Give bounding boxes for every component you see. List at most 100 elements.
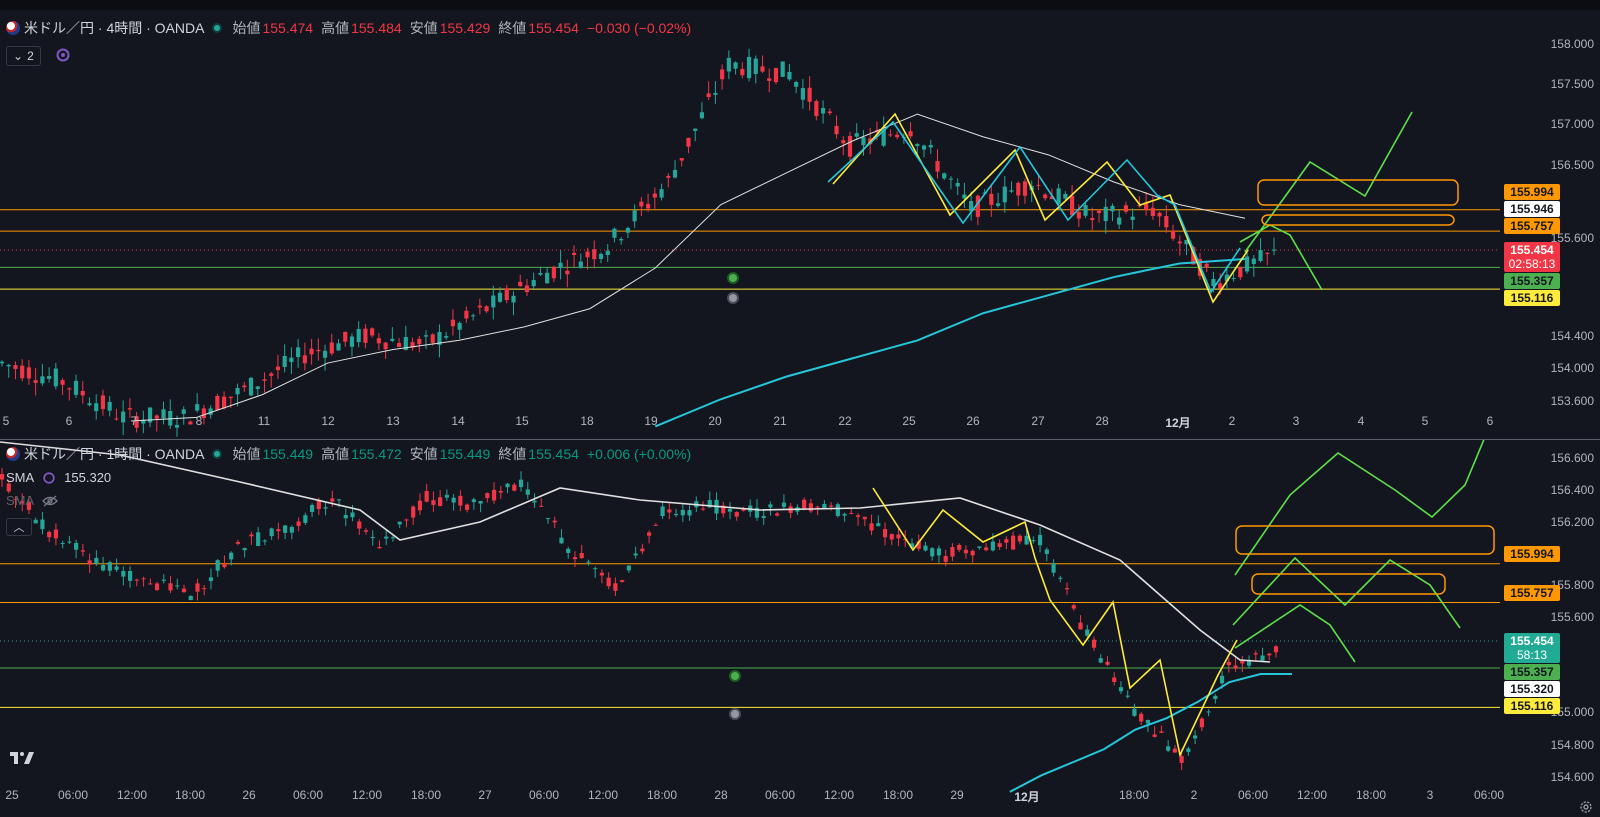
candle-body <box>775 513 780 516</box>
candle-body <box>518 281 523 287</box>
candle-body <box>67 541 72 543</box>
gear-icon[interactable] <box>1578 799 1594 815</box>
candle-body <box>282 355 287 367</box>
candle-body <box>1219 675 1225 684</box>
candle-body <box>80 390 85 396</box>
price-axis-4h[interactable]: 158.000 157.500 157.000 156.500 155.600 … <box>1506 10 1600 440</box>
usdjpy-flag-icon <box>6 447 20 461</box>
sync-icon[interactable] <box>42 471 56 485</box>
candle-body <box>741 508 746 511</box>
chart-canvas-1h[interactable] <box>0 440 1600 817</box>
clock-icon[interactable] <box>729 708 741 720</box>
sync-icon[interactable] <box>55 47 71 63</box>
candle-body <box>13 365 18 370</box>
price-axis-1h[interactable]: 156.600 156.400 156.200 155.800 155.600 … <box>1506 440 1600 817</box>
x-tick: 14 <box>451 414 465 428</box>
indicator-row-sma-2[interactable]: SMA <box>6 493 59 508</box>
time-axis-1h[interactable]: 25 06:00 12:00 18:00 26 06:00 12:00 18:00 27 06:0… <box>0 788 1504 808</box>
indicator-row-sma-1[interactable]: SMA 155.320 <box>6 470 111 485</box>
symbol-title[interactable]: 米ドル／円 · 1時間 · OANDA <box>24 446 205 462</box>
close-label: 終値 <box>498 20 527 36</box>
candle-body <box>114 566 119 570</box>
candle-body <box>276 529 281 532</box>
candle-body <box>188 421 193 425</box>
candle-body <box>349 336 355 347</box>
candle-body <box>94 557 99 564</box>
candle-body <box>1002 186 1007 203</box>
candle-body <box>329 342 334 354</box>
candle-body <box>1110 205 1115 212</box>
window-top-strip <box>0 0 1600 10</box>
candle-body <box>195 583 200 592</box>
candle-body <box>855 515 861 517</box>
time-axis-4h[interactable]: 5 6 7 8 11 12 13 14 15 18 19 20 21 22 25 26 27 28 12月 2 3 4 5 6 <box>0 414 1500 434</box>
candle-body <box>1199 718 1204 728</box>
candle-body <box>390 338 395 341</box>
candle-body <box>593 568 598 570</box>
candle-body <box>963 549 969 554</box>
candle-body <box>1273 646 1279 653</box>
candle-body <box>215 395 220 411</box>
candle-body <box>1016 182 1021 196</box>
candle-body <box>680 509 685 516</box>
candle-body <box>653 524 658 526</box>
candle-body <box>545 272 550 284</box>
candle-body <box>1271 249 1277 251</box>
y-tick: 154.000 <box>1550 361 1594 375</box>
candle-body <box>700 508 706 510</box>
candle-body <box>1204 263 1209 268</box>
chevron-down-icon: ⌄ <box>13 49 24 63</box>
candle-body <box>458 495 463 506</box>
candle-body <box>195 404 200 411</box>
open-value: 155.474 <box>262 20 314 36</box>
eye-hidden-icon[interactable] <box>42 495 59 507</box>
candle-body <box>882 529 888 538</box>
projection-green <box>1232 556 1461 629</box>
alert-icon[interactable] <box>729 670 741 682</box>
candle-body <box>989 193 994 205</box>
candle-body <box>599 572 605 576</box>
candle-body <box>903 539 908 541</box>
candle-body <box>1233 665 1238 669</box>
x-tick: 22 <box>838 414 852 428</box>
candle-body <box>572 557 578 560</box>
candle-body <box>13 498 18 500</box>
alert-icon[interactable] <box>727 272 739 284</box>
candle-body <box>1078 622 1083 630</box>
candle-body <box>6 364 11 367</box>
candle-body <box>1244 256 1250 272</box>
tradingview-logo[interactable] <box>10 750 34 771</box>
candle-body <box>686 137 691 147</box>
candle-body <box>660 506 665 517</box>
candle-body <box>585 251 590 258</box>
candle-body <box>161 409 166 419</box>
collapse-legend-button[interactable]: ︿ <box>6 518 32 536</box>
candle-body <box>1170 230 1176 239</box>
symbol-title[interactable]: 米ドル／円 · 4時間 · OANDA <box>24 20 205 36</box>
close-label: 終値 <box>498 446 527 462</box>
candle-body <box>208 408 213 415</box>
chart-canvas-4h[interactable] <box>0 10 1600 440</box>
projection-green <box>1234 604 1356 663</box>
candle-body <box>538 273 543 275</box>
x-tick: 06:00 <box>1237 788 1269 802</box>
indicators-toggle-button[interactable]: ⌄ 2 <box>6 46 41 66</box>
candle-body <box>228 396 233 399</box>
candle-body <box>1083 205 1088 216</box>
chart-pane-1h[interactable]: 米ドル／円 · 1時間 · OANDA 始値 155.449 高値 155.472 … <box>0 440 1600 817</box>
clock-icon[interactable] <box>727 292 739 304</box>
x-tick: 12月 <box>1014 790 1040 804</box>
candle-body <box>411 506 416 518</box>
candle-body <box>551 266 556 279</box>
candle-body <box>619 239 624 241</box>
candle-body <box>955 182 960 187</box>
chart-pane-4h[interactable]: 米ドル／円 · 4時間 · OANDA 始値 155.474 高値 155.484 … <box>0 10 1600 440</box>
candle-body <box>201 408 206 419</box>
candle-body <box>127 571 133 581</box>
candle-body <box>417 500 423 511</box>
indicator-name: SMA <box>6 493 35 508</box>
y-tick: 156.600 <box>1550 451 1594 465</box>
candle-body <box>357 521 362 529</box>
x-tick: 06:00 <box>57 788 89 802</box>
candle-body <box>249 534 254 537</box>
